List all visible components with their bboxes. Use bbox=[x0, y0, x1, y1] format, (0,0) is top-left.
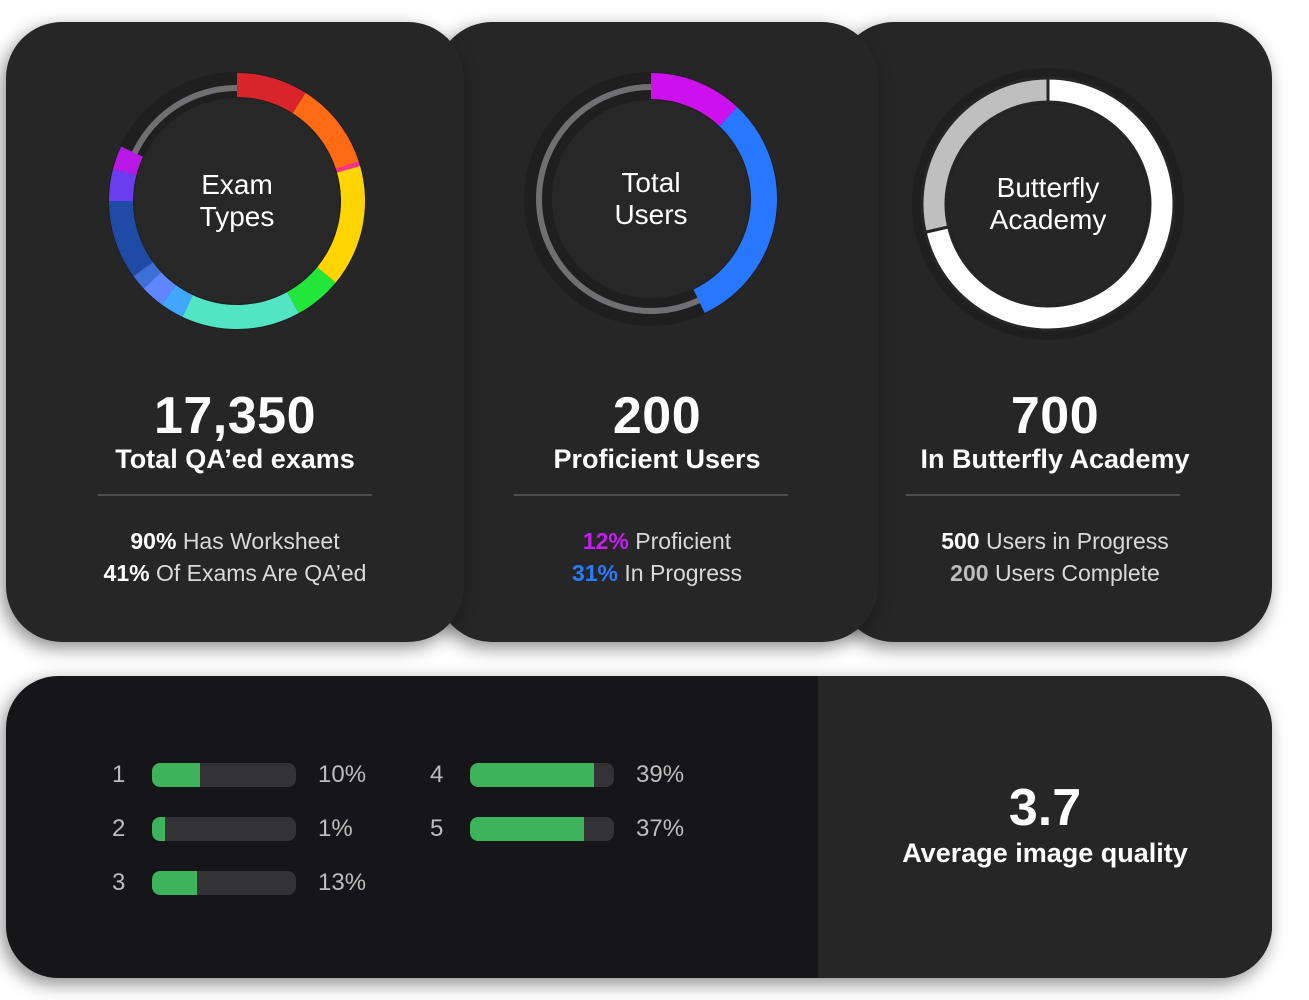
ring-segment-5 bbox=[182, 292, 299, 329]
quality-score: 3 bbox=[112, 869, 126, 896]
exam-types-donut bbox=[108, 72, 366, 330]
divider bbox=[514, 494, 788, 496]
quality-bar-track bbox=[470, 817, 614, 841]
ring-segment-0 bbox=[651, 73, 738, 127]
ring-segment-2 bbox=[335, 161, 361, 173]
divider bbox=[98, 494, 372, 496]
ring-segment-3 bbox=[317, 166, 365, 283]
exam-types-card: Exam Types 17,350 Total QA’ed exams 90% … bbox=[6, 22, 464, 642]
academy-users-value: 700 bbox=[1010, 387, 1100, 445]
ring-segment-6 bbox=[161, 285, 193, 317]
academy-stats: 500 Users in Progress 200 Users Complete bbox=[838, 525, 1272, 589]
ring-segment-0 bbox=[237, 73, 306, 114]
quality-percent: 13% bbox=[318, 869, 367, 896]
academy-users-label: In Butterfly Academy bbox=[920, 444, 1190, 474]
stat-line: 31% In Progress bbox=[436, 557, 878, 589]
quality-row: 4 39% bbox=[430, 760, 710, 790]
quality-percent: 39% bbox=[636, 761, 685, 788]
ring-label: Exam Types bbox=[199, 169, 275, 232]
quality-bar-fill bbox=[470, 763, 594, 787]
ring-segment-7 bbox=[143, 272, 176, 305]
ring-segment-1 bbox=[920, 76, 1050, 235]
stat-line: 500 Users in Progress bbox=[838, 525, 1272, 557]
proficient-users-label: Proficient Users bbox=[553, 444, 761, 474]
butterfly-academy-donut bbox=[912, 68, 1184, 340]
ring-label: Total Users bbox=[614, 167, 688, 230]
stat-text: In Progress bbox=[624, 560, 743, 586]
ring-segment-1 bbox=[693, 107, 777, 314]
average-quality-label: Average image quality bbox=[902, 838, 1188, 868]
quality-percent: 1% bbox=[318, 815, 353, 842]
stat-line: 200 Users Complete bbox=[838, 557, 1272, 589]
stat-line: 90% Has Worksheet bbox=[6, 525, 464, 557]
quality-row: 1 10% bbox=[112, 760, 392, 790]
quality-bar-fill bbox=[470, 817, 584, 841]
exam-stats: 90% Has Worksheet 41% Of Exams Are QA’ed bbox=[6, 525, 464, 589]
quality-bar-track bbox=[152, 763, 296, 787]
total-qa-exams-label: Total QA’ed exams bbox=[115, 444, 355, 474]
stat-value-proficient: 12% bbox=[582, 528, 629, 554]
stat-value: 500 bbox=[941, 528, 980, 554]
quality-bar-track bbox=[152, 871, 296, 895]
average-quality-value: 3.7 bbox=[1008, 779, 1082, 837]
exam-types-ring: Exam Types bbox=[108, 72, 366, 330]
quality-score: 2 bbox=[112, 815, 126, 842]
stat-text: Proficient bbox=[635, 528, 732, 554]
ring-segment-10 bbox=[109, 169, 137, 201]
image-quality-panel: 1 10% 2 1% 3 13% 4 39% 5 37% 3.7 Average… bbox=[6, 676, 1272, 978]
stat-text: Users in Progress bbox=[985, 528, 1169, 554]
stat-text: Of Exams Are QA’ed bbox=[155, 560, 367, 586]
ring-label: Butterfly Academy bbox=[989, 172, 1107, 235]
stat-line: 12% Proficient bbox=[436, 525, 878, 557]
quality-bar-fill bbox=[152, 817, 165, 841]
stat-line: 41% Of Exams Are QA’ed bbox=[6, 557, 464, 589]
user-stats: 12% Proficient 31% In Progress bbox=[436, 525, 878, 589]
quality-row: 2 1% bbox=[112, 814, 392, 844]
divider bbox=[906, 494, 1180, 496]
total-users-card: Total Users 200 Proficient Users 12% Pro… bbox=[436, 22, 878, 642]
quality-score: 5 bbox=[430, 815, 444, 842]
ring-segment-0 bbox=[923, 76, 1176, 332]
ring-segment-1 bbox=[292, 92, 359, 169]
quality-bar-fill bbox=[152, 763, 200, 787]
stat-value-in-progress: 31% bbox=[571, 560, 619, 586]
quality-row: 3 13% bbox=[112, 868, 392, 898]
quality-bar-track bbox=[470, 763, 614, 787]
butterfly-academy-ring: Butterfly Academy bbox=[912, 68, 1184, 340]
stat-value: 41% bbox=[103, 560, 150, 586]
quality-score: 1 bbox=[112, 761, 126, 788]
ring-segment-11 bbox=[113, 146, 143, 176]
quality-row: 5 37% bbox=[430, 814, 710, 844]
quality-percent: 37% bbox=[636, 815, 685, 842]
quality-percent: 10% bbox=[318, 761, 367, 788]
total-users-donut bbox=[524, 72, 778, 326]
ring-segment-4 bbox=[287, 267, 336, 314]
stat-value: 200 bbox=[950, 560, 989, 586]
quality-score: 4 bbox=[430, 761, 444, 788]
proficient-users-value: 200 bbox=[612, 387, 702, 445]
stat-value: 90% bbox=[130, 528, 177, 554]
quality-bar-fill bbox=[152, 871, 197, 895]
quality-bar-track bbox=[152, 817, 296, 841]
stat-text: Users Complete bbox=[994, 560, 1160, 586]
total-users-ring: Total Users bbox=[524, 72, 778, 326]
ring-segment-9 bbox=[109, 201, 153, 277]
total-qa-exams-value: 17,350 bbox=[153, 387, 317, 445]
average-quality-panel: 3.7 Average image quality bbox=[818, 676, 1272, 978]
stat-text: Has Worksheet bbox=[182, 528, 340, 554]
butterfly-academy-card: Butterfly Academy 700 In Butterfly Acade… bbox=[838, 22, 1272, 642]
ring-segment-8 bbox=[133, 262, 162, 289]
